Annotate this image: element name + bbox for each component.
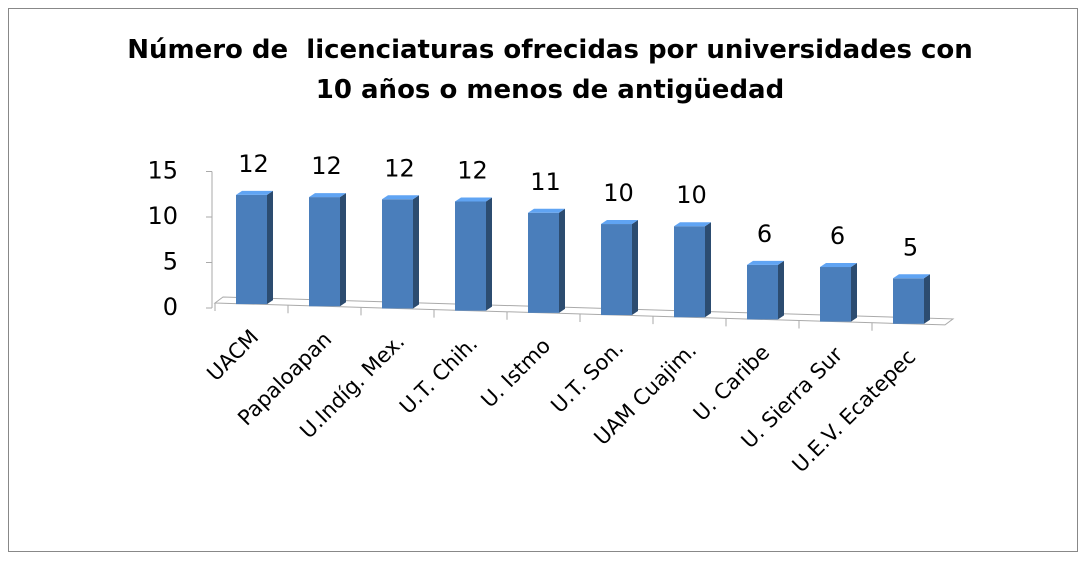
chart-frame [8, 8, 1078, 552]
bar-top [747, 260, 784, 265]
bar [674, 226, 705, 318]
value-label: 12 [238, 150, 269, 178]
bar-top [528, 208, 565, 213]
value-label: 12 [384, 154, 415, 182]
bar-top [820, 263, 857, 268]
value-label: 5 [903, 233, 918, 261]
y-tick-label: 5 [163, 248, 178, 276]
bar [601, 224, 632, 316]
bar [820, 267, 851, 322]
bar-side [267, 190, 273, 305]
bar-top [455, 197, 492, 202]
bar [382, 199, 413, 309]
bar-top [236, 190, 273, 195]
value-label: 6 [830, 222, 845, 250]
bar-side [340, 193, 346, 307]
y-tick-label: 10 [147, 202, 178, 230]
bar [309, 197, 340, 307]
bar-side [778, 260, 784, 320]
y-tick-label: 0 [163, 293, 178, 321]
bar-top [893, 274, 930, 279]
value-label: 12 [311, 152, 342, 180]
x-tick-label: U.T. Chih. [395, 331, 482, 418]
bar-side [705, 222, 711, 318]
value-label: 10 [603, 179, 634, 207]
bar [893, 278, 924, 324]
bar [236, 194, 267, 305]
bar-side [632, 220, 638, 316]
bar-top [382, 195, 419, 200]
floor [213, 296, 955, 326]
x-tick-label: U. Istmo [477, 334, 556, 413]
bar [455, 201, 486, 311]
x-tick-label: UACM [202, 325, 263, 386]
y-tick-label: 15 [147, 157, 178, 185]
bar-side [413, 195, 419, 309]
bar-side [486, 197, 492, 311]
value-label: 12 [457, 156, 488, 184]
bar-side [559, 208, 565, 313]
bar [528, 212, 559, 313]
bar [747, 264, 778, 320]
chart-title: Número de licenciaturas ofrecidas por un… [127, 35, 982, 105]
bar-side [924, 274, 930, 324]
value-label: 10 [676, 181, 707, 209]
bar-top [674, 222, 711, 227]
value-label: 11 [530, 168, 561, 196]
bar-side [851, 263, 857, 322]
bar-top [309, 193, 346, 198]
value-label: 6 [757, 220, 772, 248]
bar-top [601, 220, 638, 225]
